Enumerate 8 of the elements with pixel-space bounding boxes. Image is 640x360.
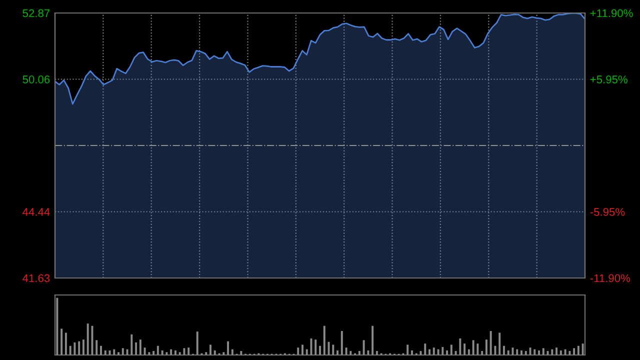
y2-tick-label: -5.95% [590,208,625,216]
y-tick-label: 52.87 [22,9,50,18]
y-tick-label: 41.63 [22,274,50,282]
y2-tick-label: +5.95% [590,76,628,84]
y-tick-label: 50.06 [22,76,50,84]
y2-tick-label: +11.90% [590,9,633,18]
y2-tick-label: -11.90% [590,274,630,282]
y-tick-label: 44.44 [22,208,50,216]
